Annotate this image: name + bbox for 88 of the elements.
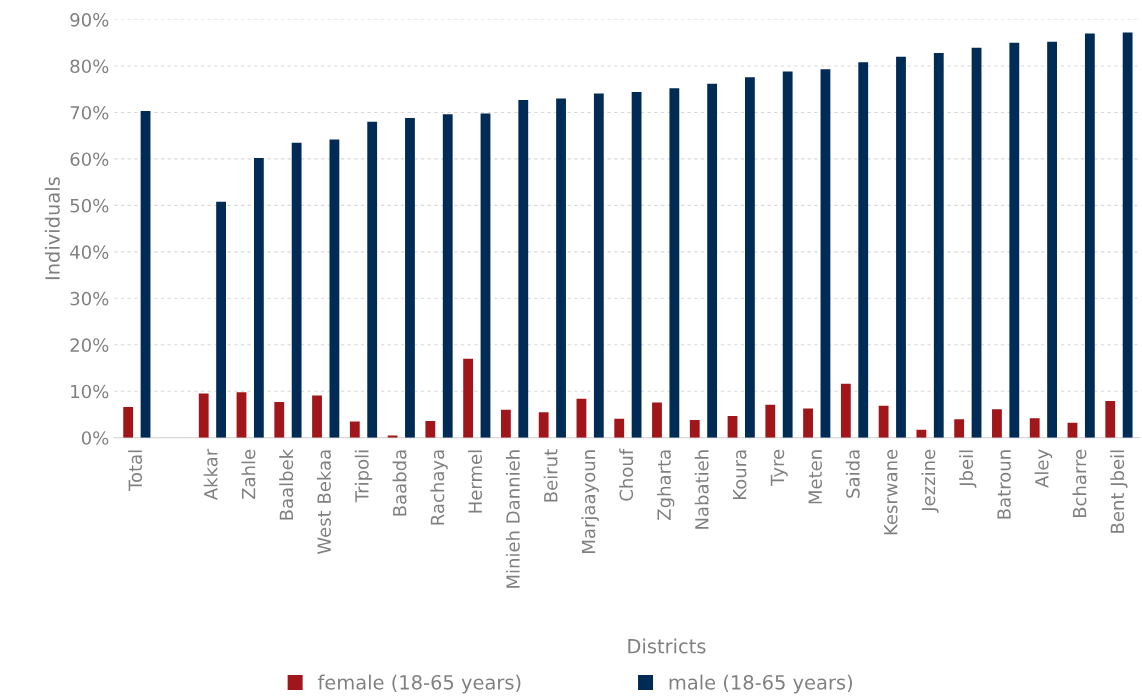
bar [1029,418,1040,438]
bar [480,113,491,438]
x-tick-label: Baabda [392,450,407,516]
x-tick-label: Nabatieh [694,450,709,529]
bar [803,408,813,438]
bar [689,420,700,438]
bar [329,139,340,438]
y-tick-label: 40% [70,245,109,259]
bar [992,409,1002,438]
bar [274,401,285,438]
x-axis-title: Districts [628,638,706,654]
x-tick-label: Bcharre [1072,449,1087,518]
bar [253,157,264,438]
x-tick-label: Marjaayoun [581,450,599,553]
bar [1105,401,1116,438]
x-tick-label: Tyre [770,449,788,486]
x-tick-label: West Bekaa [316,450,331,555]
x-tick-label: Beirut [543,449,558,502]
bar [500,409,511,438]
bar [538,412,549,438]
x-tick-label: Jbeil [959,450,977,488]
x-tick-label: Baalbek [279,448,294,520]
bar [425,420,436,438]
bar [1122,32,1133,438]
bar [916,429,927,438]
x-tick-label: Zahle [241,449,256,500]
x-tick-label: Minieh Dannieh [505,450,520,588]
bar [782,71,793,438]
y-tick-label: 0% [81,431,109,445]
bar [236,392,247,438]
bar [140,111,151,438]
bar [1047,41,1057,438]
bar [367,121,378,438]
y-tick-label: 10% [71,384,109,399]
bar [820,69,831,438]
bar [954,419,965,438]
bar [442,114,453,438]
bar [896,56,906,438]
bar [745,77,755,438]
x-tick-label: Zgharta [656,450,675,520]
bar [1084,33,1095,438]
bar [349,421,360,438]
y-tick-label: 50% [70,198,109,213]
bar [878,405,889,438]
bar [614,418,625,438]
y-axis-title: Individuals [44,177,60,280]
x-tick-label: Rachaya [430,450,448,525]
x-tick-label: Aley [1034,449,1053,488]
x-tick-label: Batroun [997,450,1011,519]
bar [669,88,680,438]
bar [652,402,662,438]
bar [631,92,642,438]
bar [765,404,776,438]
bar [198,393,209,438]
bar [840,383,851,438]
bar [216,201,227,438]
bar [593,93,604,438]
x-tick-label: Tripoli [354,450,373,503]
y-tick-label: 70% [70,105,109,120]
bar [858,62,869,438]
bar [707,83,718,438]
x-tick-label: Meten [808,450,822,504]
legend-label: male (18-65 years) [669,674,852,694]
bar [123,407,134,438]
y-tick-label: 60% [70,152,109,167]
bar [405,118,415,438]
legend-label: female (18-65 years) [317,674,521,694]
y-tick-label: 80% [70,59,109,74]
bar [312,395,322,438]
y-tick-label: 30% [70,291,109,306]
x-tick-label: Akkar [203,448,218,501]
x-tick-label: Saida [845,450,860,498]
bar [1009,42,1020,438]
bar [971,47,982,438]
bar [933,52,944,438]
x-tick-label: Kesrwane [884,449,898,535]
bar [463,358,474,438]
y-tick-label: 90% [70,12,109,27]
x-tick-label: Koura [733,450,747,499]
x-tick-label: Bent Jbeil [1110,450,1128,533]
x-tick-label: Jezzine [921,449,939,513]
x-tick-label: Chouf [619,448,634,501]
y-tick-label: 20% [70,338,109,352]
x-tick-label: Total [128,450,143,492]
bar [518,99,529,438]
bar [291,142,302,438]
bar [556,98,566,438]
x-tick-label: Hermel [468,450,483,513]
